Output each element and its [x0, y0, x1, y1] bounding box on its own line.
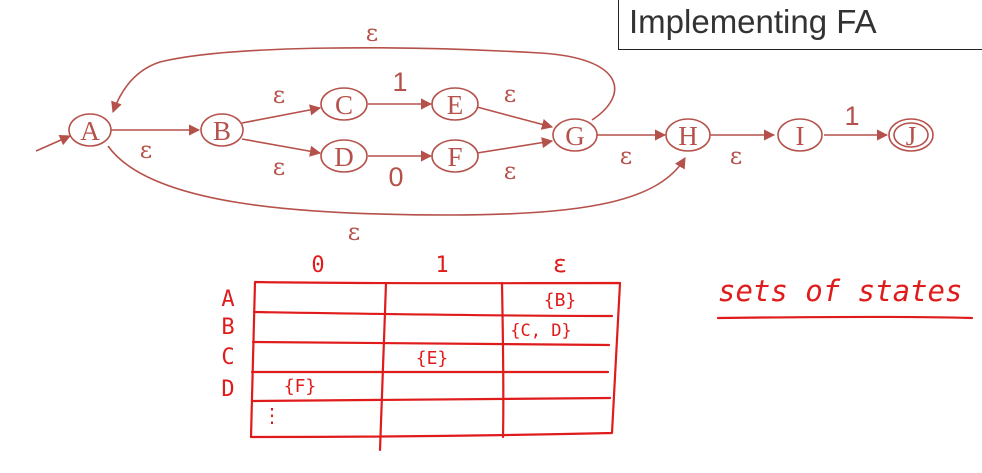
- label-I-J: 1: [844, 101, 859, 131]
- label-G-H: ε: [620, 142, 632, 170]
- label-D-F: 0: [388, 162, 403, 192]
- table-row-divider-2: [253, 342, 609, 345]
- state-J-accepting: J: [889, 119, 933, 151]
- state-E: E: [432, 88, 478, 120]
- label-B-D: ε: [273, 153, 285, 181]
- edge-E-G: [477, 107, 552, 127]
- table-row-header-C: C: [221, 345, 234, 370]
- handwritten-note: sets of states: [718, 274, 972, 318]
- table-row-header-B: B: [221, 315, 234, 340]
- edge-F-G: [477, 141, 552, 153]
- table-row-header-D: D: [221, 377, 234, 402]
- table-col-header-1: 1: [435, 253, 448, 278]
- transition-table: 0 1 ε A B C D {B} {C, D} {E} {F} ⋮: [221, 250, 620, 450]
- state-B: B: [201, 114, 243, 146]
- state-G: G: [553, 119, 597, 151]
- svg-text:F: F: [447, 142, 462, 172]
- label-H-I: ε: [730, 142, 742, 170]
- cell-C-1: {E}: [416, 348, 449, 369]
- svg-text:B: B: [213, 116, 231, 146]
- edge-B-C: [242, 108, 320, 123]
- note-underline: [718, 317, 972, 318]
- note-text: sets of states: [718, 274, 962, 308]
- label-E-G: ε: [504, 80, 516, 108]
- svg-text:H: H: [678, 121, 698, 151]
- svg-text:A: A: [80, 116, 100, 146]
- svg-text:J: J: [906, 121, 917, 151]
- label-A-H: ε: [348, 218, 360, 246]
- table-row-divider-3: [252, 372, 608, 373]
- table-continuation-dots: ⋮: [262, 403, 282, 427]
- table-col-divider-2: [502, 283, 503, 437]
- state-C: C: [321, 88, 367, 120]
- label-G-A: ε: [366, 19, 378, 47]
- svg-text:C: C: [335, 90, 353, 120]
- label-C-E: 1: [392, 67, 407, 97]
- table-row-divider-4: [252, 398, 610, 401]
- state-H: H: [666, 119, 710, 151]
- table-row-divider-1: [254, 312, 612, 316]
- table-col-divider-1: [380, 283, 386, 450]
- table-col-header-0: 0: [311, 253, 324, 278]
- label-A-B: ε: [140, 136, 152, 164]
- cell-D-0: {F}: [284, 376, 317, 397]
- state-F: F: [432, 140, 478, 172]
- label-B-C: ε: [273, 81, 285, 109]
- edge-B-D: [242, 139, 320, 153]
- svg-text:E: E: [447, 90, 464, 120]
- label-F-G: ε: [504, 157, 516, 185]
- svg-text:I: I: [796, 121, 805, 151]
- cell-B-eps: {C, D}: [510, 321, 571, 341]
- start-arrow: [36, 136, 70, 151]
- cell-A-eps: {B}: [544, 290, 577, 311]
- svg-text:G: G: [565, 121, 585, 151]
- state-D: D: [321, 140, 367, 172]
- svg-text:D: D: [334, 142, 354, 172]
- state-I: I: [778, 119, 822, 151]
- state-A: A: [69, 114, 111, 146]
- table-col-header-eps: ε: [553, 250, 567, 278]
- table-row-header-A: A: [221, 287, 234, 312]
